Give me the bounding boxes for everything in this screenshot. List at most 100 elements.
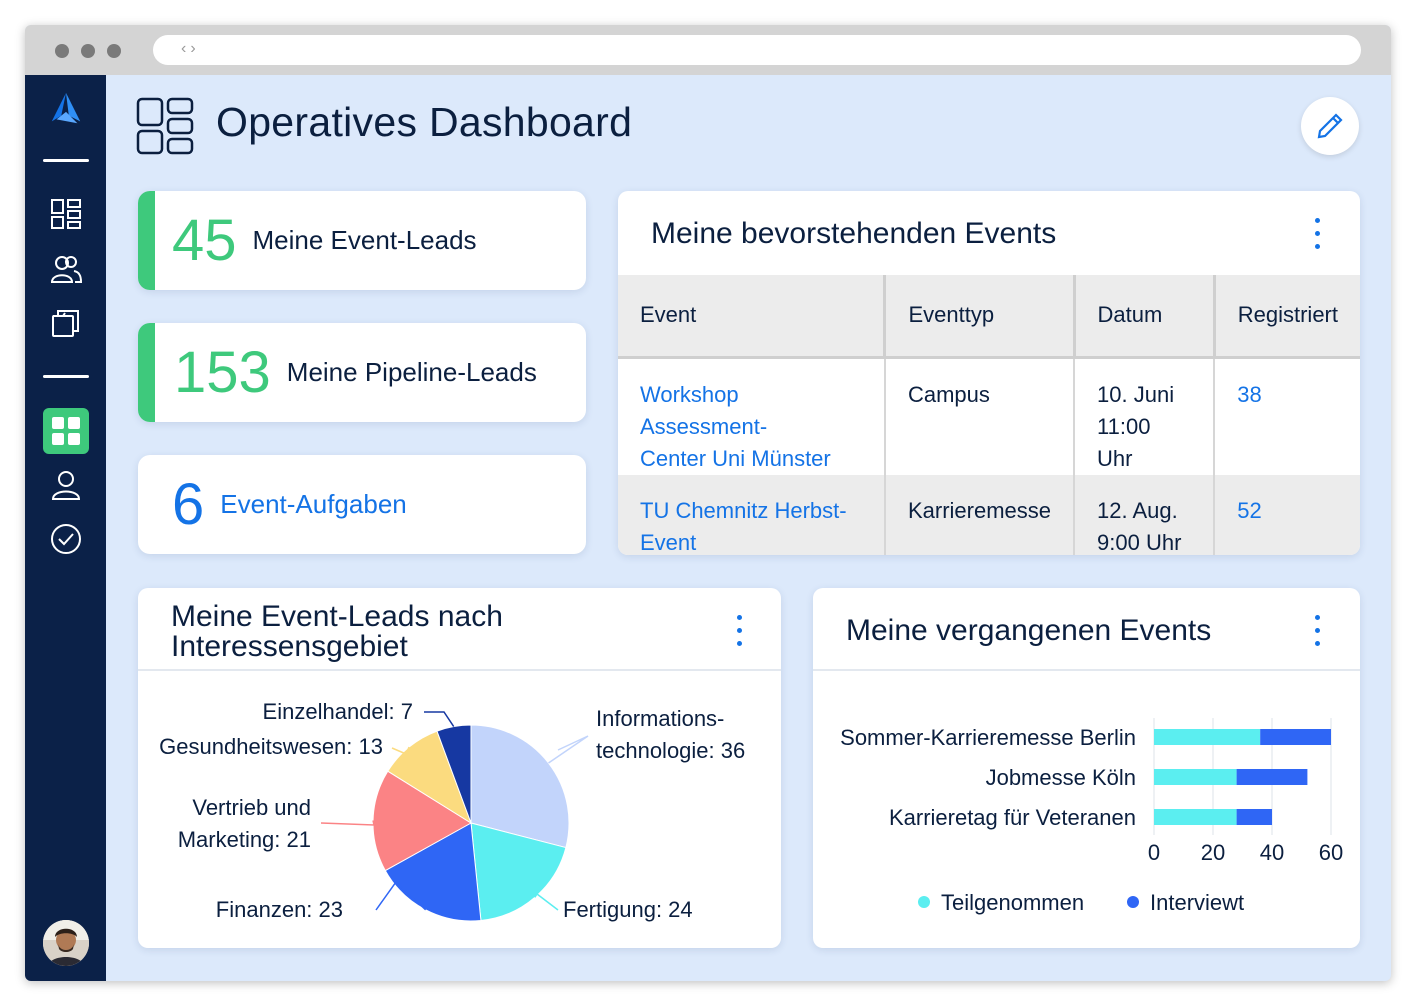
event-name-line[interactable]: Center Uni Münster [640, 445, 831, 471]
event-name-line[interactable]: TU Chemnitz Herbst- [640, 497, 847, 523]
pie-chart: Informations-technologie: 36 Fertigung: 2… [159, 699, 745, 922]
edit-button[interactable] [1301, 97, 1359, 155]
leads-by-interest-card: Meine Event-Leads nach Interessensgebiet… [138, 588, 781, 948]
x-tick-label: 20 [1201, 840, 1225, 865]
pie-leader-line [391, 746, 410, 755]
card-title: Meine bevorstehenden Events [651, 217, 1057, 250]
past-events-card: Meine vergangenen Events 0 20 40 60 Sommer-K… [813, 588, 1360, 948]
card-divider [813, 669, 1360, 671]
table-header-row: Event Eventtyp Datum Registriert [618, 275, 1360, 359]
bar-segment[interactable] [1236, 809, 1272, 825]
kebab-icon[interactable] [1315, 218, 1321, 249]
card-divider [138, 669, 781, 671]
event-name-line[interactable]: Workshop Assessment- [640, 381, 768, 439]
legend-label[interactable]: Teilgenommen [941, 890, 1084, 915]
bar-segment[interactable] [1154, 809, 1237, 825]
column-header[interactable]: Registriert [1214, 275, 1360, 359]
event-date: 12. Aug. 9:00 Uhr [1074, 474, 1216, 555]
user-icon[interactable] [48, 467, 84, 503]
pie-leader-line [534, 892, 559, 911]
card-title-line: Interessensgebiet [171, 630, 408, 663]
dashboard-active-icon[interactable] [43, 408, 89, 454]
pie-label: Vertrieb und [192, 795, 311, 820]
kpi-accent-bar [138, 323, 155, 422]
window-dot-icon [107, 44, 121, 58]
kpi-label: Meine Pipeline-Leads [286, 357, 537, 387]
table-row: Workshop Assessment- Center Uni Münster C… [618, 357, 1360, 475]
legend-marker [918, 896, 930, 908]
check-circle-icon[interactable] [48, 521, 84, 557]
x-tick-label: 0 [1148, 840, 1160, 865]
event-time-line: 9:00 Uhr [1097, 529, 1182, 555]
window-dot-icon [55, 44, 69, 58]
kebab-icon[interactable] [737, 615, 743, 646]
column-header[interactable]: Event [618, 275, 887, 359]
category-label: Sommer-Karrieremesse Berlin [840, 725, 1136, 750]
kpi-card-event-leads[interactable]: 45 Meine Event-Leads [138, 191, 586, 290]
pie-leader-line [548, 735, 589, 764]
sidebar [25, 75, 106, 981]
edit-icon [1317, 113, 1343, 139]
event-link[interactable]: TU Chemnitz Herbst- Event [618, 474, 886, 555]
card-title-line: Meine Event-Leads nach [171, 600, 503, 633]
page-title: Operatives Dashboard [216, 99, 633, 145]
column-header[interactable]: Datum [1074, 275, 1216, 359]
kpi-card-pipeline-leads[interactable]: 153 Meine Pipeline-Leads [138, 323, 586, 422]
pie-leader-line [375, 880, 427, 911]
event-name-line[interactable]: Event [640, 529, 697, 555]
dashboard-icon[interactable] [48, 196, 84, 232]
back-forward-icon[interactable]: ‹› [181, 40, 200, 57]
category-label: Karrieretag für Veteranen [889, 805, 1136, 830]
registered-count-link[interactable]: 38 [1237, 381, 1262, 407]
pie-label: Einzelhandel: 7 [263, 699, 413, 724]
contacts-icon[interactable] [48, 251, 84, 287]
event-time-line: 11:00 Uhr [1097, 413, 1151, 471]
column-header[interactable]: Eventtyp [884, 275, 1076, 359]
avatar[interactable] [43, 920, 89, 966]
category-label: Jobmesse Köln [986, 765, 1136, 790]
table-row: TU Chemnitz Herbst- Event Karrieremesse 1… [618, 474, 1360, 555]
bar-segment[interactable] [1154, 769, 1237, 785]
bar-segment[interactable] [1154, 729, 1261, 745]
event-link[interactable]: Workshop Assessment- Center Uni Münster [618, 357, 886, 475]
main-content: Operatives Dashboard 45 Meine Event-Lead… [106, 75, 1391, 981]
x-tick-label: 60 [1319, 840, 1343, 865]
pie-label: Gesundheitswesen: 13 [159, 734, 383, 759]
kpi-card-event-tasks[interactable]: 6 Event-Aufgaben [138, 455, 586, 554]
pie-label: technologie: 36 [596, 738, 745, 763]
bar-segment[interactable] [1260, 729, 1331, 745]
kpi-label: Event-Aufgaben [220, 489, 407, 519]
browser-window: ‹› Operatives [25, 25, 1391, 981]
logo-icon[interactable] [48, 91, 84, 127]
kpi-value: 153 [174, 340, 271, 405]
card-title: Meine Event-Leads nach Interessensgebiet [171, 602, 503, 662]
pie-leader-line [320, 820, 375, 826]
event-type: Campus [884, 357, 1076, 475]
pie-label: Informations- [596, 706, 724, 731]
upcoming-events-card: Meine bevorstehenden Events Event Eventt… [618, 191, 1360, 555]
folders-icon[interactable] [48, 305, 84, 341]
bar-segment[interactable] [1236, 769, 1308, 785]
event-date-line: 10. Juni [1097, 381, 1175, 407]
x-tick-label: 40 [1260, 840, 1284, 865]
address-bar[interactable]: ‹› [153, 35, 1361, 65]
pie-slice[interactable] [436, 724, 472, 824]
bar-chart: 0 20 40 60 Sommer-Karrieremesse Berlin Jobmes… [840, 718, 1343, 915]
registered-count-link[interactable]: 52 [1214, 474, 1360, 555]
pie-leader-line [424, 711, 455, 727]
upcoming-events-table: Event Eventtyp Datum Registriert Worksho… [618, 275, 1360, 555]
legend-label[interactable]: Interviewt [1150, 890, 1244, 915]
pie-label: Marketing: 21 [178, 827, 311, 852]
sidebar-divider [43, 375, 89, 378]
event-date: 10. Juni 11:00 Uhr [1074, 357, 1216, 475]
legend-marker [1127, 896, 1139, 908]
card-title: Meine vergangenen Events [846, 614, 1212, 647]
kebab-icon[interactable] [1315, 615, 1321, 646]
dashboard-title-icon [136, 97, 194, 155]
kpi-value: 6 [172, 472, 205, 537]
kpi-accent-bar [138, 191, 155, 290]
pie-label: Finanzen: 23 [216, 897, 343, 922]
event-type: Karrieremesse [884, 474, 1076, 555]
kpi-value: 45 [172, 208, 237, 273]
event-date-line: 12. Aug. [1097, 497, 1178, 523]
